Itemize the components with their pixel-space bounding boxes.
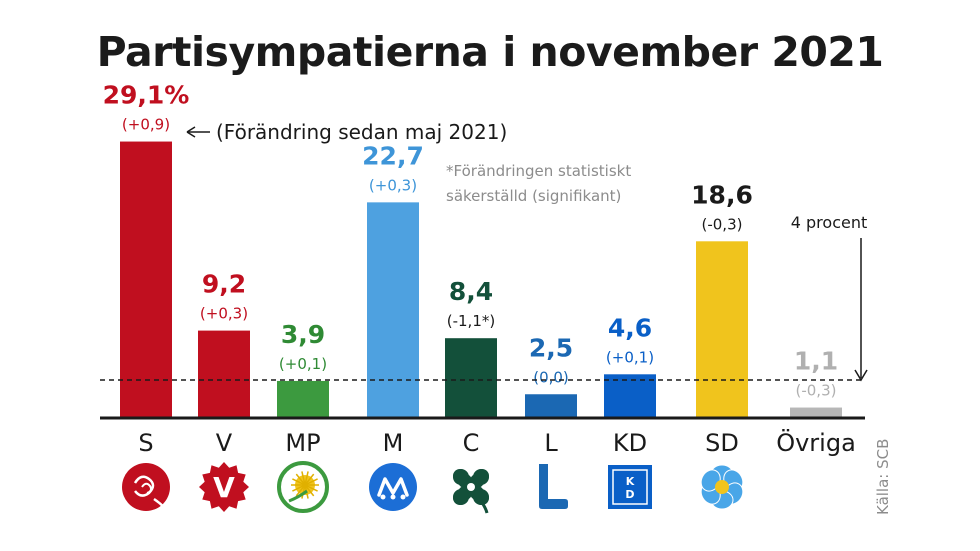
value-label-c: 8,4 [449, 277, 493, 306]
bar-s [120, 141, 172, 419]
l-logo-icon [539, 464, 568, 509]
category-label-m: M [383, 429, 404, 457]
change-label-l: (0,0) [533, 368, 569, 386]
category-label-kd: KD [613, 429, 647, 457]
change-label-v: (+0,3) [200, 305, 248, 323]
value-label-s: 29,1% [103, 81, 190, 110]
logos-group: V KD [122, 461, 744, 514]
change-label-ovriga: (-0,3) [796, 382, 837, 400]
m-logo-icon [369, 463, 417, 511]
value-label-v: 9,2 [202, 270, 246, 299]
change-label-m: (+0,3) [369, 176, 417, 194]
bar-l [525, 394, 577, 418]
legend-arrowhead [186, 126, 196, 138]
bar-m [367, 202, 419, 418]
anemone-icon [700, 464, 744, 510]
change-label-c: (-1,1*) [447, 312, 495, 330]
change-legend-text: (Förändring sedan maj 2021) [216, 120, 507, 144]
value-label-sd: 18,6 [691, 180, 753, 209]
labels-group: 29,1% (+0,9) 9,2 (+0,3) 3,9 (+0,1) 22,7 (+0,3) 8… [103, 81, 839, 400]
dandelion-icon [277, 461, 329, 513]
category-label-ovriga: Övriga [776, 428, 856, 457]
category-label-s: S [138, 429, 153, 457]
value-label-kd: 4,6 [608, 313, 652, 342]
chart-title: Partisympatierna i november 2021 [96, 28, 884, 76]
value-label-m: 22,7 [362, 141, 424, 170]
change-label-kd: (+0,1) [606, 348, 654, 366]
change-label-mp: (+0,1) [279, 355, 327, 373]
svg-text:V: V [213, 471, 235, 504]
change-label-s: (+0,9) [122, 116, 170, 134]
categories-group: S V MP M C L KD SD Övriga [138, 428, 855, 457]
kd-logo-icon: KD [608, 465, 652, 509]
category-label-mp: MP [285, 429, 320, 457]
significance-note-line-2: säkerställd (signifikant) [446, 187, 621, 205]
category-label-l: L [544, 429, 558, 457]
category-label-c: C [463, 429, 480, 457]
v-logo-icon: V [199, 462, 249, 512]
change-label-sd: (-0,3) [702, 215, 743, 233]
significance-note-line-1: *Förändringen statistiskt [446, 162, 631, 180]
bar-mp [277, 380, 329, 418]
change-legend: (Förändring sedan maj 2021) [186, 120, 507, 144]
source-label: Källa: SCB [874, 439, 892, 515]
bar-kd [604, 374, 656, 418]
svg-text:K: K [626, 475, 635, 488]
svg-text:D: D [625, 488, 634, 501]
rose-icon [122, 463, 170, 511]
bar-ovriga [790, 407, 842, 418]
value-label-ovriga: 1,1 [794, 347, 838, 376]
bar-c [445, 338, 497, 418]
category-label-sd: SD [705, 429, 739, 457]
bar-sd [696, 241, 748, 418]
category-label-v: V [216, 429, 233, 457]
four-leaf-clover-icon [453, 469, 489, 514]
bars-group [120, 141, 842, 419]
value-label-mp: 3,9 [281, 320, 325, 349]
bar-v [198, 330, 250, 418]
threshold-arrowhead [854, 369, 868, 382]
value-label-l: 2,5 [529, 333, 573, 362]
threshold-label: 4 procent [791, 213, 868, 232]
